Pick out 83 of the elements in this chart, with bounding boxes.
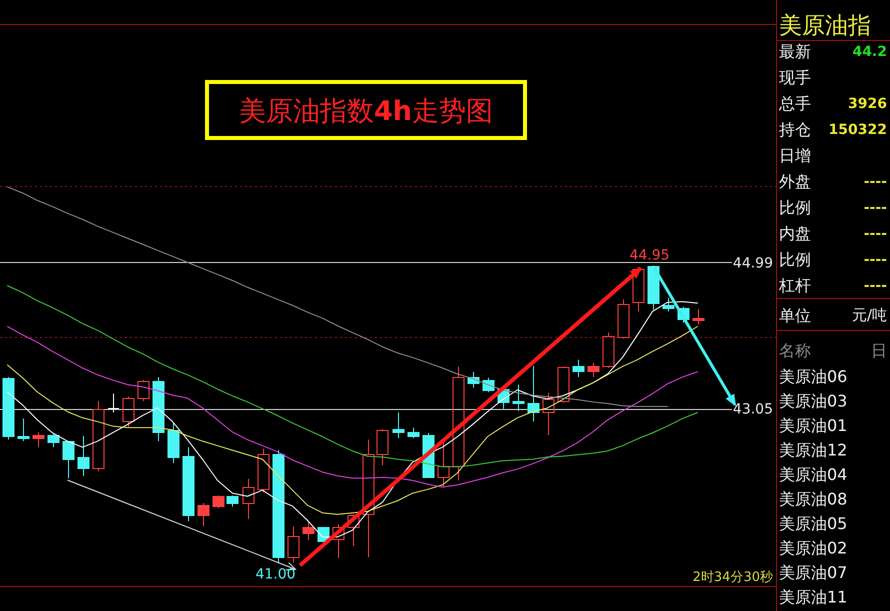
text: 美原油02 [779, 538, 848, 558]
y-tick-label: 44.99 [732, 255, 773, 272]
candlestick [618, 298, 630, 340]
text: ---- [864, 174, 887, 190]
annotation: 2时34分30秒 [692, 570, 773, 585]
text: 150322 [828, 122, 887, 138]
text: 美原油11 [779, 588, 848, 606]
candlestick [602, 332, 614, 368]
text: ---- [864, 226, 887, 242]
annotation: 41.00 [255, 566, 296, 582]
text: 美原油01 [779, 416, 848, 435]
candlestick [242, 478, 254, 520]
text: 日 [871, 341, 887, 360]
candlestick [288, 526, 300, 564]
line-series [7, 285, 698, 468]
category-label: 比例 [779, 198, 811, 217]
candlestick [122, 396, 134, 428]
line-series [7, 301, 698, 538]
text: 美原油05 [779, 514, 848, 533]
candlestick [212, 494, 224, 509]
text: 美原油指 [779, 13, 871, 39]
candlestick [302, 521, 314, 540]
candlestick [92, 400, 104, 472]
candlestick [662, 297, 674, 312]
text: 44.2 [852, 44, 887, 60]
text: 美原油06 [779, 367, 848, 386]
text: 名称 [779, 341, 811, 360]
candlestick [408, 427, 420, 439]
candlestick [226, 494, 238, 508]
candlestick [632, 266, 644, 312]
text: 美原油07 [779, 563, 848, 582]
candlestick [438, 442, 450, 488]
text: 美原油指数4h走势图 [238, 96, 494, 127]
candlestick [78, 435, 90, 476]
text: 美原油08 [779, 490, 848, 508]
candlestick [32, 432, 44, 448]
category-label: 日增 [779, 146, 811, 165]
text: ---- [864, 278, 887, 294]
candlestick [258, 448, 270, 493]
category-label: 内盘 [779, 224, 811, 243]
annotation: 44.95 [629, 247, 670, 264]
category-label: 现手 [779, 68, 811, 87]
candlestick [692, 308, 704, 325]
text: 3926 [848, 96, 887, 112]
candlestick [376, 428, 388, 466]
text: 美原油03 [779, 392, 848, 410]
candlestick [482, 377, 494, 393]
candlestick [272, 450, 284, 564]
candlestick [62, 440, 74, 479]
text: 元/吨 [852, 306, 887, 324]
candlestick [452, 366, 464, 481]
candlestick [198, 502, 210, 527]
category-label: 总手 [778, 94, 811, 113]
category-label: 持仓 [779, 120, 811, 139]
candlestick [138, 380, 150, 402]
candlestick [572, 359, 584, 378]
category-label: 比例 [779, 250, 811, 269]
text: 美原油04 [779, 465, 848, 484]
candlestick [168, 422, 180, 464]
candlestick [542, 392, 554, 436]
candlestick [558, 366, 570, 404]
candlestick [332, 524, 344, 559]
candlestick [362, 439, 374, 558]
candlestick [512, 384, 524, 412]
candlestick [18, 418, 30, 442]
text: ---- [864, 200, 887, 216]
line-series [7, 186, 668, 407]
candlestick [2, 376, 14, 440]
candlestick [152, 376, 164, 442]
category-label: 外盘 [779, 172, 811, 191]
category-label: 最新 [779, 42, 811, 61]
candlestick [392, 412, 404, 439]
text: 美原油12 [779, 440, 848, 460]
category-label: 单位 [779, 306, 811, 325]
candlestick [108, 393, 120, 413]
category-label: 杠杆 [778, 276, 811, 295]
candlestick [48, 433, 60, 448]
y-tick-label: 43.05 [732, 402, 773, 418]
candlestick [182, 446, 194, 522]
candlestick [528, 365, 540, 422]
candlestick [588, 362, 600, 378]
text: ---- [864, 252, 887, 268]
candlestick [348, 514, 360, 547]
